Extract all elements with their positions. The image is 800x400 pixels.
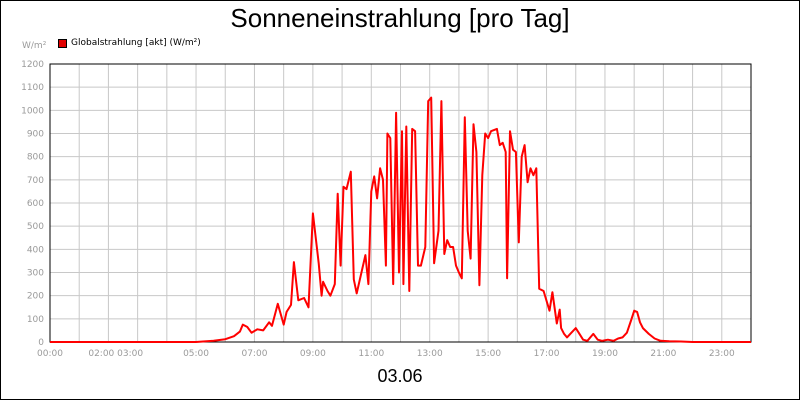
x-tick-label: 07:00	[241, 349, 267, 359]
y-tick-label: 800	[27, 153, 44, 163]
x-tick-label: 05:00	[183, 349, 209, 359]
date-label: 03.06	[377, 366, 423, 386]
y-tick-label: 100	[27, 315, 44, 325]
x-tick-label: 19:00	[592, 349, 618, 359]
x-tick-label: 21:00	[650, 349, 676, 359]
x-tick-label: 23:00	[709, 349, 735, 359]
x-tick-label: 11:00	[358, 349, 384, 359]
plot-border	[49, 63, 752, 343]
series-line	[50, 96, 751, 343]
x-tick-label: 02:00 03:00	[88, 349, 143, 359]
y-tick-label: 400	[27, 245, 44, 255]
legend: Globalstrahlung [akt] (W/m²)	[58, 38, 201, 48]
y-tick-label: 600	[27, 199, 44, 209]
y-tick-label: 200	[27, 292, 44, 302]
x-tick-label: 15:00	[475, 349, 501, 359]
y-tick-label: 700	[27, 176, 44, 186]
y-tick-label: 1000	[21, 106, 44, 116]
legend-label: Globalstrahlung [akt] (W/m²)	[71, 38, 201, 48]
y-tick-label: 0	[38, 338, 44, 348]
x-tick-label: 09:00	[300, 349, 326, 359]
y-tick-label: 500	[27, 222, 44, 232]
y-axis-unit-label: W/m²	[22, 41, 47, 51]
x-tick-label: 13:00	[417, 349, 443, 359]
y-tick-label: 900	[27, 130, 44, 140]
y-tick-label: 300	[27, 269, 44, 279]
chart-title: Sonneneinstrahlung [pro Tag]	[230, 3, 570, 33]
y-tick-label: 1100	[21, 83, 44, 93]
y-tick-label: 1200	[21, 60, 44, 70]
x-tick-label: 17:00	[534, 349, 560, 359]
legend-swatch	[58, 38, 67, 48]
x-tick-label: 00:00	[37, 349, 63, 359]
